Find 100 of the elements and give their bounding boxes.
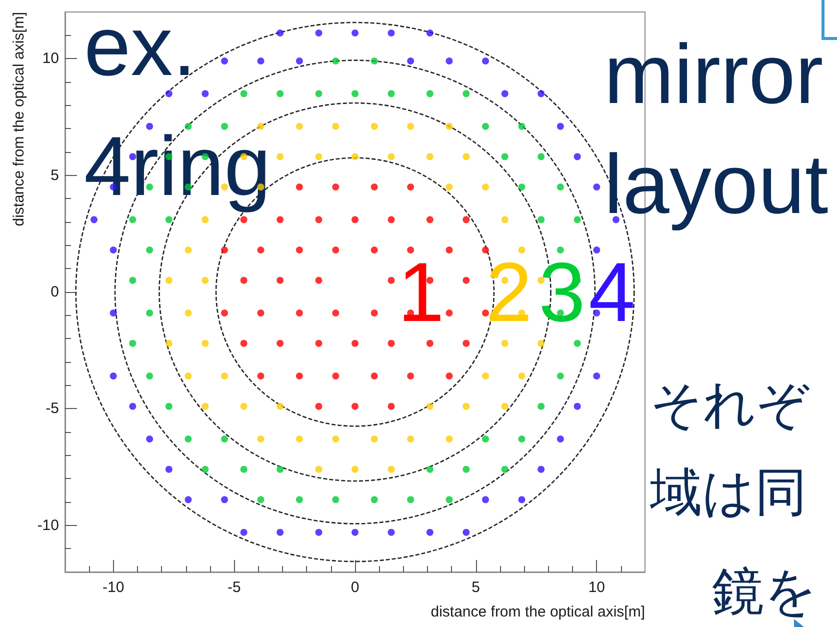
point	[276, 90, 284, 98]
point	[482, 310, 489, 316]
series-label: 4	[588, 245, 636, 339]
point	[501, 90, 508, 98]
x-tick-label: 10	[588, 579, 606, 596]
point	[257, 310, 264, 316]
point	[165, 340, 172, 347]
point	[388, 276, 395, 284]
point	[296, 496, 303, 504]
point	[446, 372, 453, 380]
point	[538, 216, 545, 224]
point	[202, 402, 209, 410]
point	[146, 310, 154, 316]
point	[315, 276, 322, 284]
point	[90, 216, 98, 224]
point	[426, 528, 434, 536]
point	[129, 276, 136, 284]
point	[352, 30, 358, 36]
point	[370, 372, 378, 380]
point	[184, 246, 192, 254]
point	[184, 310, 192, 316]
point	[276, 402, 284, 410]
point	[426, 402, 434, 410]
point	[407, 246, 414, 254]
point	[315, 340, 322, 347]
point	[370, 58, 378, 64]
y-tick-label: 10	[42, 50, 59, 68]
point	[221, 246, 228, 254]
point	[146, 372, 154, 380]
point	[462, 276, 470, 284]
point	[276, 30, 284, 36]
point	[593, 246, 600, 254]
point	[501, 216, 508, 224]
x-tick-label: 0	[350, 579, 360, 596]
x-tick-label: -5	[227, 579, 241, 596]
point	[388, 466, 395, 473]
point	[370, 246, 378, 254]
point	[332, 436, 340, 442]
point	[296, 372, 303, 380]
point	[240, 402, 248, 410]
point	[165, 402, 172, 410]
point	[202, 466, 209, 473]
point	[129, 402, 136, 410]
point	[388, 340, 395, 347]
point	[352, 90, 358, 98]
point	[315, 466, 322, 473]
point	[352, 466, 358, 473]
point	[462, 528, 470, 536]
point	[296, 122, 303, 130]
point	[370, 310, 378, 316]
annotation: ex.	[84, 0, 196, 93]
point	[446, 122, 453, 130]
point	[257, 372, 264, 380]
point	[240, 276, 248, 284]
point	[446, 310, 453, 316]
point	[276, 466, 284, 473]
point	[482, 496, 489, 504]
point	[446, 496, 453, 504]
point	[315, 30, 322, 36]
series-label: 1	[398, 245, 444, 339]
point	[296, 310, 303, 316]
point	[501, 153, 508, 160]
point	[184, 496, 192, 504]
point	[538, 90, 545, 98]
point	[407, 184, 414, 190]
point	[426, 466, 434, 473]
y-tick-label: 0	[50, 284, 59, 300]
point	[332, 184, 340, 190]
point	[352, 402, 358, 410]
point	[593, 372, 600, 380]
point	[165, 466, 172, 473]
point	[388, 90, 395, 98]
point	[482, 372, 489, 380]
point	[257, 496, 264, 504]
point	[332, 58, 340, 64]
point	[556, 246, 564, 254]
point	[426, 216, 434, 224]
x-tick-label: 5	[472, 579, 480, 596]
point	[446, 436, 453, 442]
point	[426, 340, 434, 347]
point	[165, 90, 172, 98]
point	[315, 216, 322, 224]
point	[407, 122, 414, 130]
annotation: mirror	[604, 27, 824, 121]
point	[518, 496, 526, 504]
point	[388, 402, 395, 410]
point	[482, 58, 489, 64]
x-tick-label: -10	[102, 579, 124, 596]
point	[538, 466, 545, 473]
series-label: 3	[538, 245, 586, 339]
point	[388, 216, 395, 224]
series-label: 2	[486, 245, 532, 339]
point	[501, 340, 508, 347]
point	[221, 58, 228, 64]
point	[221, 496, 228, 504]
point	[202, 216, 209, 224]
point	[257, 436, 264, 442]
y-tick-label: -5	[46, 400, 59, 418]
point	[482, 122, 489, 130]
point	[240, 340, 248, 347]
